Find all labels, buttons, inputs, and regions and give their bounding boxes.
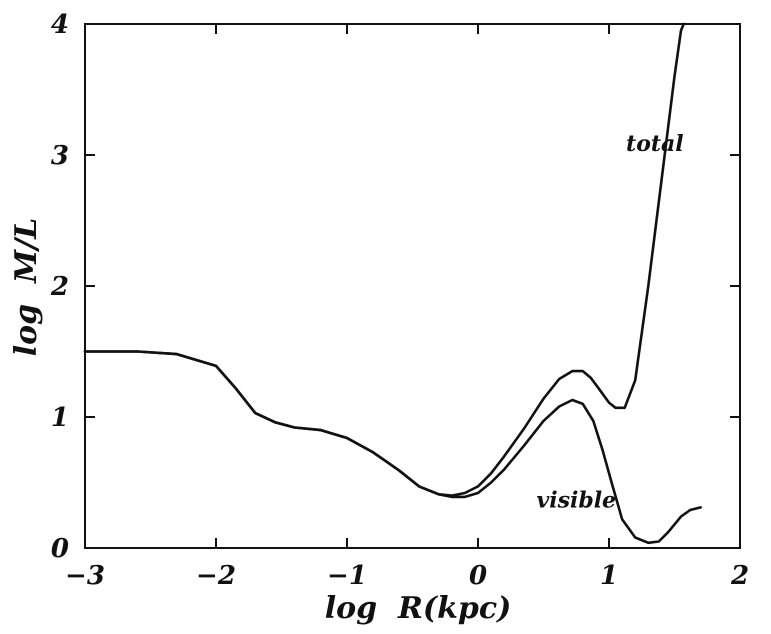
x-tick-label: 1: [600, 561, 618, 591]
x-tick-label: −3: [65, 561, 105, 591]
y-axis-label: log M/L: [9, 218, 44, 357]
x-tick-label: −1: [327, 561, 367, 591]
plot-frame: [84, 23, 741, 549]
y-tick-label: 1: [51, 403, 69, 433]
x-tick-label: −2: [196, 561, 236, 591]
annotation-visible: visible: [536, 487, 616, 513]
annotations: total visible: [536, 131, 683, 513]
x-tick-label: 0: [469, 561, 487, 591]
y-tick-label: 4: [51, 10, 69, 40]
y-tick-label: 3: [51, 141, 69, 171]
x-axis-label: log R(kpc): [325, 591, 512, 626]
x-tick-label: 2: [730, 561, 749, 591]
series-lines: [83, 22, 703, 545]
y-tick-label: 0: [51, 534, 69, 564]
plot-area-border: [84, 23, 741, 549]
series-line-visible: [83, 350, 703, 545]
axis-ticks: −3 −2 −1 0 1 2 0 1 2 3 4: [50, 10, 749, 591]
y-tick-label: 2: [50, 272, 69, 302]
annotation-total: total: [626, 131, 684, 157]
